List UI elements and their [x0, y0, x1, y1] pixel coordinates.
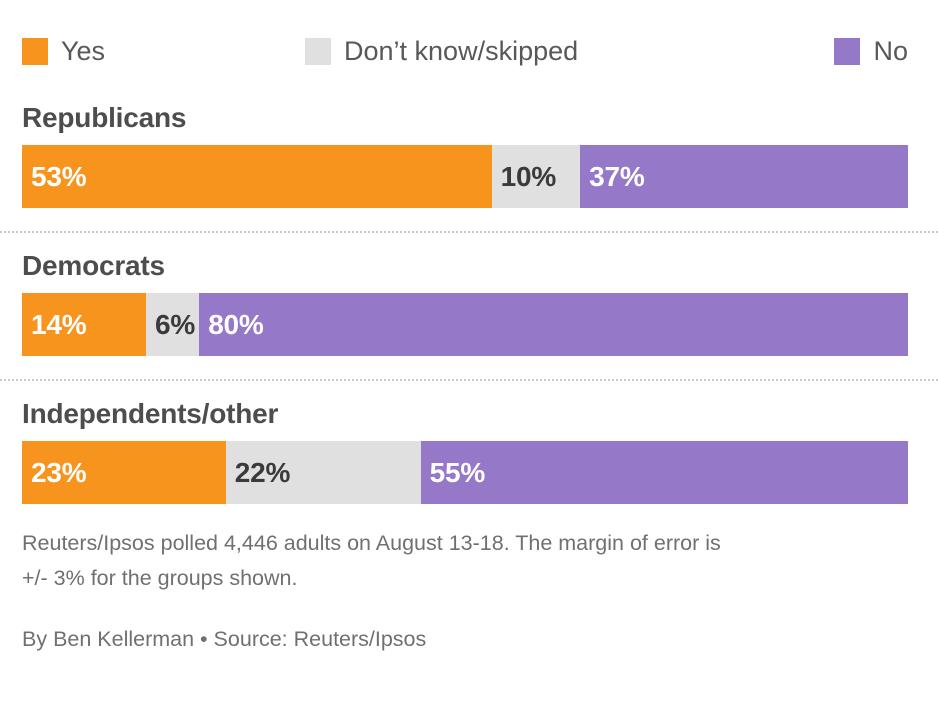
- bar-segment-don-t-know-skipped: 6%: [146, 293, 200, 356]
- group-title: Independents/other: [22, 398, 279, 429]
- byline: By Ben Kellerman • Source: Reuters/Ipsos: [22, 627, 427, 651]
- bar-segment-no: 55%: [420, 441, 908, 504]
- legend-label: Yes: [61, 36, 106, 66]
- segment-value-label: 10%: [500, 160, 557, 192]
- footnote: Reuters/Ipsos polled 4,446 adults on Aug…: [22, 526, 908, 596]
- bar-segment-no: 37%: [580, 145, 908, 208]
- section-divider: [0, 379, 938, 381]
- segment-value-label: 37%: [589, 160, 645, 192]
- segment-value-label: 6%: [155, 308, 196, 340]
- section-divider: [0, 231, 938, 233]
- legend-label: No: [873, 36, 908, 66]
- group-title: Republicans: [22, 102, 187, 133]
- legend: Yes Don’t know/skipped No: [22, 37, 908, 65]
- chart-groups: Republicans 53% 10% 37% Democrats 14% 6% 80% Ind…: [0, 101, 938, 504]
- stacked-bar: 53% 10% 37%: [22, 145, 908, 208]
- footnote-line-2: +/- 3% for the groups shown.: [22, 566, 298, 590]
- stacked-bar: 14% 6% 80%: [22, 293, 908, 356]
- legend-swatch-icon: [22, 37, 48, 65]
- segment-value-label: 23%: [31, 456, 87, 488]
- group-republicans: Republicans 53% 10% 37%: [22, 101, 908, 208]
- legend-swatch-icon: [834, 37, 861, 65]
- group-title: Democrats: [22, 250, 165, 281]
- group-democrats: Democrats 14% 6% 80%: [22, 249, 908, 356]
- segment-value-label: 53%: [31, 160, 87, 192]
- stacked-bar: 23% 22% 55%: [22, 441, 908, 504]
- bar-segment-yes: 14%: [22, 293, 147, 356]
- group-independents-other: Independents/other 23% 22% 55%: [22, 397, 908, 504]
- bar-segment-yes: 23%: [22, 441, 226, 504]
- legend-swatch-icon: [305, 37, 331, 65]
- segment-value-label: 55%: [429, 456, 486, 488]
- legend-item-no: No: [834, 37, 908, 65]
- legend-label: Don’t know/skipped: [344, 36, 579, 66]
- bar-segment-don-t-know-skipped: 22%: [225, 441, 421, 504]
- legend-item-yes: Yes: [22, 37, 105, 65]
- bar-segment-don-t-know-skipped: 10%: [491, 145, 581, 208]
- legend-item-don-t-know-skipped: Don’t know/skipped: [305, 37, 578, 65]
- segment-value-label: 14%: [31, 308, 87, 340]
- poll-chart-page: Yes Don’t know/skipped No Republicans 53% 10…: [0, 37, 938, 717]
- bar-segment-no: 80%: [199, 293, 908, 356]
- segment-value-label: 22%: [234, 456, 291, 488]
- bar-segment-yes: 53%: [22, 145, 492, 208]
- segment-value-label: 80%: [208, 308, 264, 340]
- footnote-line-1: Reuters/Ipsos polled 4,446 adults on Aug…: [22, 531, 721, 555]
